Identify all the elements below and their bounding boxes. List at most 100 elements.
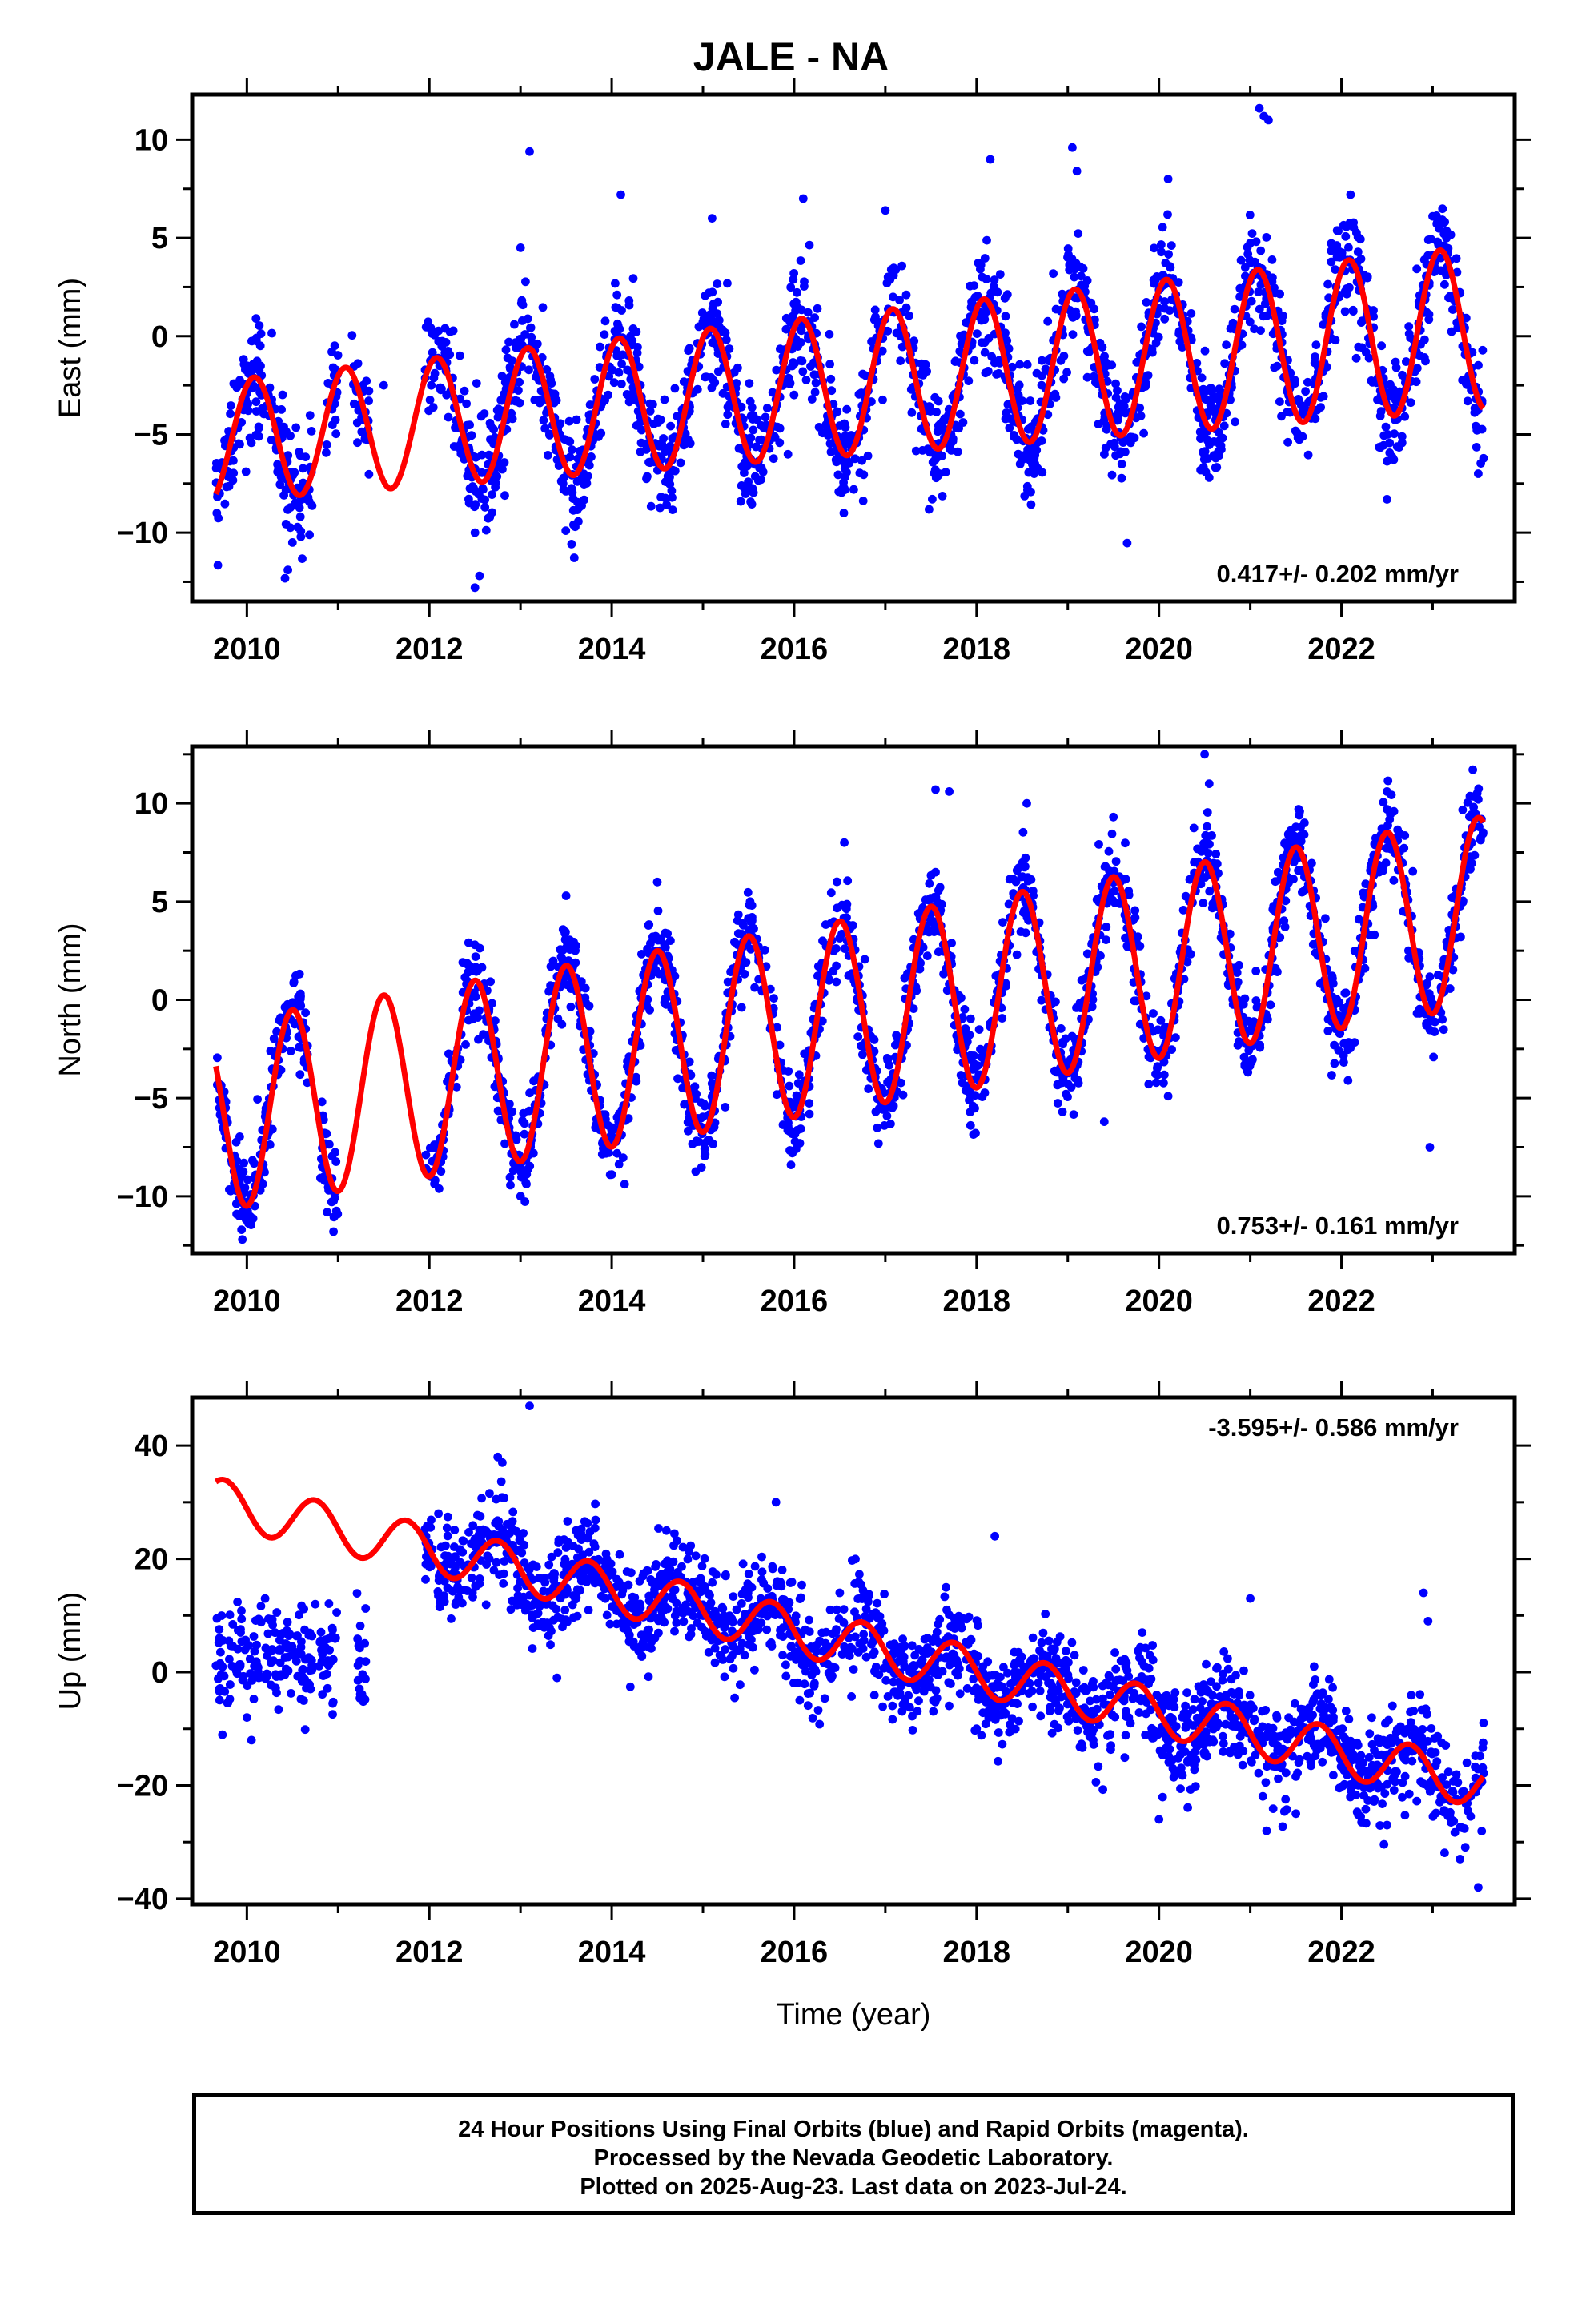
data-point (1327, 257, 1336, 267)
data-point (1319, 392, 1328, 401)
data-point (826, 374, 836, 384)
data-point (666, 421, 675, 431)
data-point (834, 487, 844, 497)
data-point (855, 468, 865, 478)
data-point (747, 500, 757, 509)
data-point (1086, 298, 1096, 308)
data-point (1423, 235, 1433, 244)
data-point (736, 497, 745, 506)
data-point (1425, 1025, 1435, 1035)
data-point (888, 1715, 897, 1724)
data-point (980, 338, 990, 348)
data-point (1383, 776, 1393, 786)
data-point (333, 1209, 343, 1219)
data-point (1010, 431, 1018, 440)
data-point (561, 927, 570, 937)
data-point (477, 468, 487, 477)
data-point (1462, 380, 1472, 389)
data-point (504, 337, 513, 347)
data-point (1337, 251, 1347, 260)
data-point (1428, 211, 1437, 221)
data-point (632, 348, 642, 357)
data-point (1472, 443, 1481, 452)
data-point (521, 1178, 531, 1188)
data-point (1210, 394, 1219, 404)
data-point (283, 565, 292, 575)
data-point (649, 420, 659, 428)
data-point (1205, 839, 1214, 849)
data-point (1094, 420, 1103, 428)
data-point (705, 310, 714, 320)
data-point (1404, 329, 1414, 338)
data-point (471, 992, 480, 1002)
data-point (945, 787, 954, 796)
data-point (986, 155, 995, 164)
data-point (1239, 1052, 1249, 1062)
data-point (322, 440, 331, 449)
data-point (424, 317, 433, 327)
data-point (1111, 857, 1121, 866)
data-point (301, 452, 311, 461)
data-point (1251, 967, 1261, 975)
data-point (1447, 327, 1456, 336)
data-point (989, 282, 998, 292)
data-point (778, 1651, 787, 1660)
data-point (757, 463, 766, 472)
data-point (295, 969, 304, 979)
data-point (503, 353, 512, 363)
data-point (744, 482, 753, 491)
data-point (1219, 421, 1229, 431)
data-point (1072, 167, 1082, 176)
data-point (213, 561, 223, 570)
data-point (966, 1014, 975, 1023)
data-point (1053, 1080, 1062, 1089)
data-point (880, 1590, 889, 1598)
data-point (567, 540, 576, 549)
data-point (1391, 357, 1400, 367)
data-point (1235, 283, 1245, 293)
data-point (301, 1008, 310, 1018)
data-point (460, 386, 469, 396)
data-point (697, 1098, 705, 1107)
data-point (1348, 307, 1358, 316)
data-point (254, 424, 263, 432)
data-point (1144, 1080, 1154, 1089)
data-point (1327, 1071, 1336, 1080)
data-point (723, 279, 732, 288)
data-point (1211, 850, 1221, 858)
data-point (966, 281, 974, 291)
x-tick-label: 2020 (1125, 633, 1193, 666)
data-point (305, 411, 315, 420)
data-point (1096, 951, 1105, 960)
data-point (1264, 115, 1273, 125)
data-point (329, 1227, 338, 1236)
data-point (275, 480, 285, 489)
data-point (538, 303, 548, 312)
data-point (644, 921, 653, 930)
data-point (463, 472, 472, 480)
data-point (430, 368, 440, 378)
data-point (839, 478, 848, 487)
data-point (435, 1184, 444, 1193)
data-point (237, 1225, 247, 1234)
data-point (1200, 346, 1210, 356)
data-point (1017, 860, 1026, 870)
data-point (1082, 276, 1092, 285)
data-point (1207, 903, 1217, 913)
data-point (1440, 279, 1449, 289)
data-point (1004, 344, 1014, 353)
data-point (1074, 229, 1083, 238)
x-tick-label: 2014 (578, 1285, 646, 1318)
y-tick-label: 5 (151, 222, 168, 255)
north-rate-label: 0.753+/- 0.161 mm/yr (1217, 1212, 1459, 1240)
data-point (567, 484, 576, 493)
data-point (941, 468, 950, 476)
data-point (969, 1130, 978, 1139)
data-point (634, 362, 644, 372)
data-point (1037, 436, 1046, 445)
data-point (1271, 877, 1280, 887)
data-point (1037, 380, 1046, 390)
data-point (1321, 914, 1330, 923)
data-point (283, 505, 292, 514)
data-point (1383, 456, 1391, 466)
